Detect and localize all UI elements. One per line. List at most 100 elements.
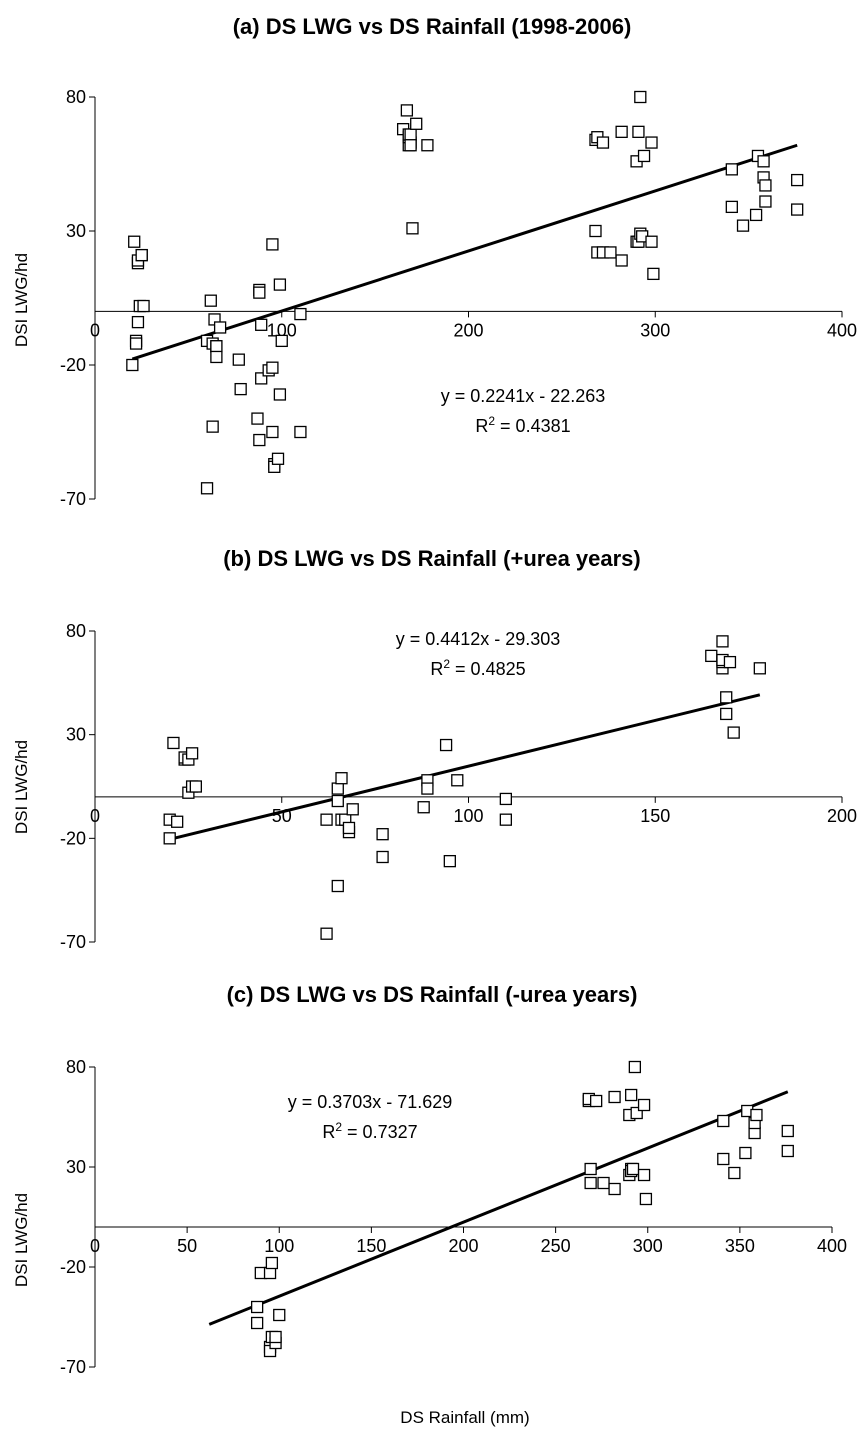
x-tick-label: 250: [541, 1236, 571, 1256]
data-point: [625, 1088, 638, 1102]
data-point: [791, 173, 804, 187]
data-point: [590, 1094, 603, 1108]
data-point: [630, 1106, 643, 1120]
y-axis-label: DSI LWG/hd: [12, 253, 31, 347]
data-point: [406, 222, 419, 235]
data-point: [171, 815, 184, 828]
data-point: [781, 1144, 794, 1158]
data-point: [126, 358, 139, 372]
data-point: [443, 854, 456, 868]
data-point: [210, 350, 223, 364]
data-point: [294, 307, 307, 321]
data-point: [250, 1316, 264, 1330]
y-axis-label: DSI LWG/hd: [12, 740, 31, 834]
data-point: [210, 340, 223, 353]
data-point: [615, 125, 628, 138]
data-point: [269, 1330, 282, 1344]
data-point: [717, 1114, 730, 1128]
data-point: [163, 832, 176, 845]
trendline: [169, 693, 761, 841]
data-point: [400, 104, 414, 117]
trendline: [208, 1090, 789, 1326]
data-point: [189, 780, 202, 793]
x-tick-label: 0: [90, 320, 100, 340]
data-point: [608, 1182, 621, 1196]
data-point: [720, 707, 733, 721]
data-point: [637, 149, 651, 163]
chart-title: (a) DS LWG vs DS Rainfall (1998-2006): [233, 14, 632, 39]
y-tick-label: 80: [66, 87, 86, 107]
chart-title: (b) DS LWG vs DS Rainfall (+urea years): [223, 546, 641, 571]
chart-panel-a: (a) DS LWG vs DS Rainfall (1998-2006) DS…: [12, 14, 857, 509]
data-point: [421, 139, 434, 152]
data-point: [342, 821, 356, 835]
y-tick-label: -70: [60, 932, 86, 952]
data-point: [255, 372, 268, 385]
r-squared-label: R2 = 0.4381: [475, 414, 570, 436]
data-point: [200, 482, 214, 495]
data-point: [705, 649, 718, 663]
data-point: [757, 155, 770, 168]
y-tick-label: 80: [66, 1057, 86, 1077]
data-point: [266, 238, 279, 251]
data-point: [266, 425, 279, 439]
data-point: [791, 203, 804, 216]
data-point: [781, 1124, 794, 1138]
x-tick-label: 100: [264, 1236, 294, 1256]
data-point: [639, 1192, 653, 1206]
x-tick-label: 400: [827, 320, 857, 340]
data-point: [255, 318, 268, 331]
y-axis-label: DSI LWG/hd: [12, 1193, 31, 1287]
data-point: [759, 195, 772, 208]
x-tick-label: 350: [725, 1236, 755, 1256]
data-point: [728, 1166, 741, 1180]
x-tick-label: 150: [356, 1236, 386, 1256]
data-point: [439, 738, 453, 752]
data-point: [596, 136, 610, 149]
data-point: [273, 1308, 286, 1322]
data-point: [273, 278, 287, 291]
data-point: [320, 813, 333, 826]
data-point: [331, 794, 344, 808]
data-point: [128, 235, 141, 248]
y-tick-label: -70: [60, 1357, 86, 1377]
data-point: [251, 412, 264, 425]
data-point: [253, 286, 266, 299]
data-point: [410, 117, 423, 130]
data-point: [275, 334, 288, 348]
y-tick-label: -20: [60, 828, 86, 848]
data-point: [271, 452, 285, 465]
data-point: [346, 803, 359, 816]
r-squared-label: R2 = 0.4825: [430, 657, 525, 679]
y-tick-label: 80: [66, 621, 86, 641]
y-tick-label: 30: [66, 725, 86, 745]
data-point: [253, 433, 266, 447]
data-point: [331, 879, 344, 893]
y-tick-label: 30: [66, 221, 86, 241]
x-axis-label: DS Rainfall (mm): [400, 1408, 529, 1427]
x-tick-label: 100: [267, 320, 297, 340]
x-tick-label: 200: [827, 806, 857, 826]
data-point: [404, 139, 417, 152]
data-point: [135, 248, 148, 262]
data-point: [608, 1090, 621, 1104]
y-tick-label: -20: [60, 1257, 86, 1277]
data-point: [204, 294, 217, 307]
trendline-equation: y = 0.2241x - 22.263: [441, 386, 606, 406]
data-point: [720, 691, 733, 704]
trendline-equation: y = 0.4412x - 29.303: [396, 629, 561, 649]
x-tick-label: 300: [640, 320, 670, 340]
data-point: [716, 635, 729, 648]
data-point: [645, 136, 658, 149]
x-tick-label: 0: [90, 806, 100, 826]
data-point: [597, 1176, 610, 1190]
data-point: [628, 1060, 642, 1074]
data-point: [634, 90, 647, 104]
data-point: [376, 850, 389, 864]
data-point: [294, 425, 307, 439]
data-point: [637, 1168, 651, 1182]
data-point: [185, 747, 199, 760]
chart-panel-b: (b) DS LWG vs DS Rainfall (+urea years) …: [12, 546, 857, 952]
data-point: [234, 382, 247, 396]
